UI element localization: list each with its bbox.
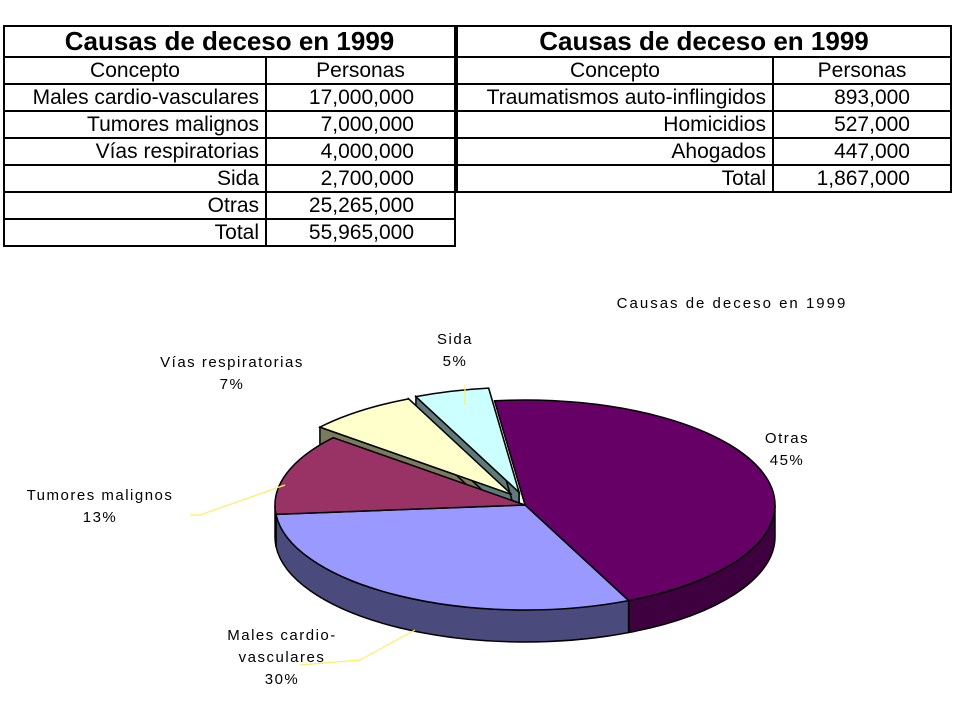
column-header-personas: Personas <box>265 56 456 85</box>
slice-label: Otras <box>765 430 809 447</box>
cell-personas: 2,700,000 <box>265 164 456 193</box>
cell-personas: 25,265,000 <box>265 191 456 220</box>
cell-concepto: Total <box>3 218 267 247</box>
table-row: Otras 25,265,000 <box>3 191 456 220</box>
slice-label: Males cardio- <box>227 627 337 644</box>
chart-title: Causas de deceso en 1999 <box>617 295 848 312</box>
table-row: Males cardio-vasculares 17,000,000 <box>3 83 456 112</box>
cell-personas: 7,000,000 <box>265 110 456 139</box>
pie-slice-otras <box>493 399 776 602</box>
pie-chart: Causas de deceso en 1999 Otras 45% Males c… <box>27 295 848 688</box>
cell-personas: 893,000 <box>772 83 952 112</box>
slice-label: Vías respiratorias <box>160 354 304 371</box>
slice-label: vasculares <box>239 649 326 666</box>
cell-concepto: Homicidios <box>456 110 774 139</box>
slice-percent-label: 7% <box>220 376 245 393</box>
cell-concepto: Ahogados <box>456 137 774 166</box>
table-row: Sida 2,700,000 <box>3 164 456 193</box>
cell-concepto: Traumatismos auto-inflingidos <box>456 83 774 112</box>
slice-percent-label: 13% <box>83 509 118 526</box>
cell-personas: 4,000,000 <box>265 137 456 166</box>
table-title: Causas de deceso en 1999 <box>3 25 456 58</box>
pie-slice-males-cardio-vasculares <box>275 504 631 611</box>
pie-slice-tumores-malignos <box>274 436 526 516</box>
cell-personas: 17,000,000 <box>265 83 456 112</box>
cell-personas: 1,867,000 <box>772 164 952 193</box>
cell-concepto: Vías respiratorias <box>3 137 267 166</box>
table-causas-violentas: Causas de deceso en 1999 Concepto Person… <box>456 25 952 193</box>
cell-concepto: Males cardio-vasculares <box>3 83 267 112</box>
column-header-concepto: Concepto <box>3 56 267 85</box>
slice-label: Sida <box>437 331 473 348</box>
slice-label: Tumores malignos <box>27 487 174 504</box>
column-header-personas: Personas <box>772 56 952 85</box>
cell-concepto: Tumores malignos <box>3 110 267 139</box>
table-row: Homicidios 527,000 <box>456 110 952 139</box>
table-title: Causas de deceso en 1999 <box>456 25 952 58</box>
table-row: Total 55,965,000 <box>3 218 456 247</box>
cell-personas: 527,000 <box>772 110 952 139</box>
pie-slice-v-as-respiratorias <box>317 398 513 496</box>
slice-percent-label: 5% <box>443 353 468 370</box>
column-header-concepto: Concepto <box>456 56 774 85</box>
table-row: Vías respiratorias 4,000,000 <box>3 137 456 166</box>
cell-concepto: Sida <box>3 164 267 193</box>
cell-concepto: Total <box>456 164 774 193</box>
slice-percent-label: 45% <box>770 452 805 469</box>
cell-personas: 447,000 <box>772 137 952 166</box>
cell-personas: 55,965,000 <box>265 218 456 247</box>
table-row: Total 1,867,000 <box>456 164 952 193</box>
pie-slice-sida <box>414 387 521 495</box>
cell-concepto: Otras <box>3 191 267 220</box>
table-row: Traumatismos auto-inflingidos 893,000 <box>456 83 952 112</box>
slice-percent-label: 30% <box>265 671 300 688</box>
leader-line <box>190 484 286 516</box>
table-row: Ahogados 447,000 <box>456 137 952 166</box>
leader-line <box>299 629 416 666</box>
table-causas-principales: Causas de deceso en 1999 Concepto Person… <box>3 25 456 247</box>
table-row: Tumores malignos 7,000,000 <box>3 110 456 139</box>
